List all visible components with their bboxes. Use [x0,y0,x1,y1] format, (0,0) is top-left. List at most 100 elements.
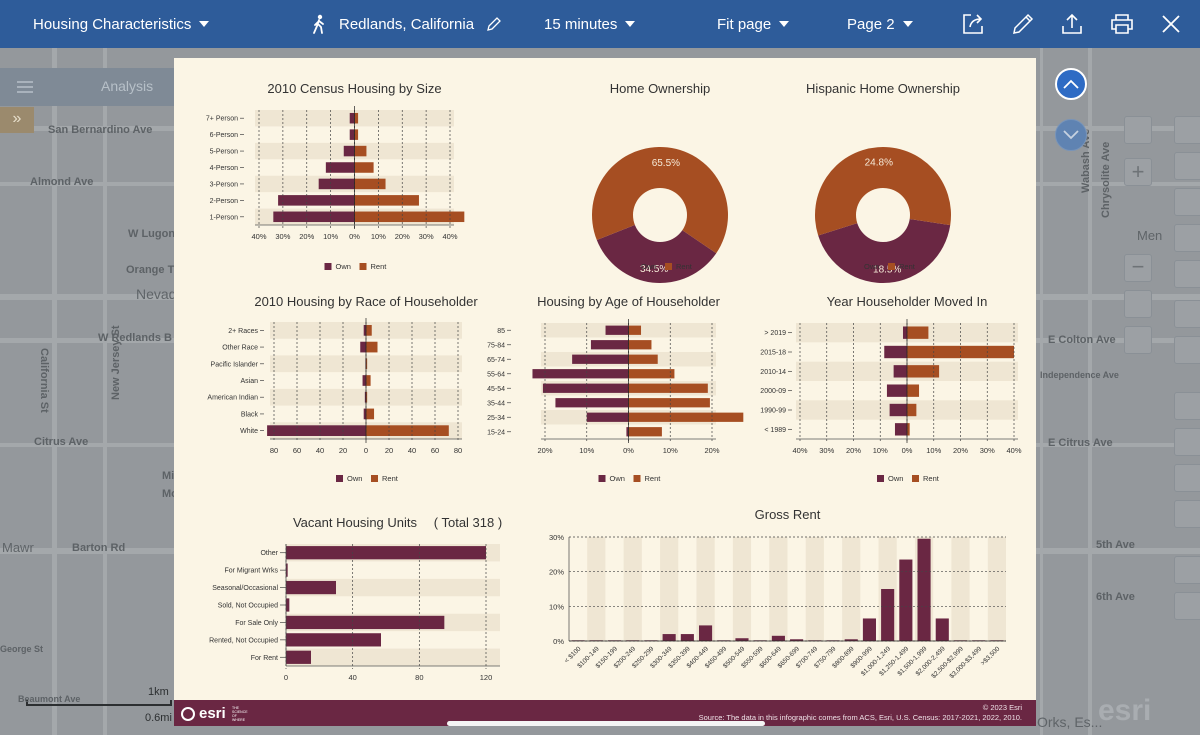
bar-value [286,615,445,630]
tick-label: 40% [442,232,457,241]
print-button[interactable] [1109,0,1135,48]
pencil-icon[interactable] [486,16,502,32]
copyright: © 2023 Esri [982,703,1022,712]
bar-value [286,580,336,595]
bar-value [662,634,676,641]
bar-own [886,384,907,397]
pie-label: 18.5% [873,264,901,275]
upload-icon [1062,13,1082,34]
minus-icon: − [1131,254,1145,279]
street-label: Independence Ave [1040,370,1119,380]
menu-icon[interactable] [17,81,33,93]
bar-rent [907,326,929,339]
legend-label-rent: Rent [382,474,399,483]
bar-own [273,211,355,223]
bar-value [735,638,749,641]
map-tool[interactable] [1174,224,1200,252]
bar-value [286,650,311,664]
street-label: George St [0,644,44,654]
legend-swatch-rent [633,475,641,482]
chart-title-vacant: Vacant Housing Units [293,515,418,530]
legend-swatch-own [598,475,606,482]
category-label: For Sale Only [235,620,278,627]
pencil-icon [1013,13,1034,34]
home-button[interactable] [1124,290,1152,318]
bar-own [325,162,355,173]
map-tool[interactable] [1174,556,1200,584]
share-button[interactable] [1060,0,1084,48]
column-band [987,537,1006,641]
map-tool[interactable] [1174,116,1200,144]
map-tool[interactable] [1174,336,1200,364]
tick-label: 0% [349,232,360,241]
fit-dropdown[interactable]: Fit page [717,0,790,48]
map-tool[interactable] [1174,188,1200,216]
map-tool[interactable] [1174,592,1200,620]
zoom-in-button[interactable]: + [1124,158,1152,186]
legend-swatch-own [630,263,637,270]
fit-label: Fit page [717,15,772,33]
scroll-down-button[interactable] [1055,119,1087,151]
tick-label: 40 [408,446,416,455]
open-external-button[interactable] [961,0,985,48]
qr-button[interactable] [1124,116,1152,144]
bar-rent [628,354,658,364]
category-label: 45-54 [487,386,505,393]
area-label: Mo [162,488,178,500]
page-dropdown[interactable]: Page 2 [847,0,913,48]
scroll-up-button[interactable] [1055,68,1087,100]
bar-rent [628,369,675,379]
column-band [660,537,679,641]
category-label: < 1989 [764,427,786,434]
chart-title-ownership: Home Ownership [610,81,710,96]
legend-swatch-rent [912,475,919,482]
bar-rent [628,427,662,437]
page-label: Page 2 [847,15,895,33]
bar-rent [366,325,372,336]
column-band [951,537,970,641]
time-dropdown[interactable]: 15 minutes [544,0,636,48]
close-button[interactable] [1161,0,1181,48]
category-label: For Rent [251,655,278,662]
bar-value [286,633,381,647]
bar-own [590,340,629,350]
analysis-tab[interactable]: Analysis [101,78,154,94]
map-tool[interactable] [1174,500,1200,528]
category-label: >$3,500 [980,645,1002,667]
street-label: 6th Ave [1096,591,1135,603]
tick-label: 20% [846,446,861,455]
map-tool[interactable] [1174,152,1200,180]
tick-label: 20% [704,446,719,455]
category-label: Sold, Not Occupied [218,603,278,610]
legend-swatch-rent [359,263,367,270]
bar-own [363,408,366,420]
map-tool[interactable] [1174,464,1200,492]
bar-own [542,383,629,393]
bar-value [844,639,858,641]
report-dropdown[interactable]: Housing Characteristics [33,0,210,48]
zoom-out-button[interactable]: − [1124,254,1152,282]
tick-label: 10% [579,446,594,455]
location-label: Redlands, California [339,15,475,33]
map-tool[interactable] [1174,428,1200,456]
bar-value [862,618,876,641]
street-label: Citrus Ave [34,436,89,448]
donut-hole [633,188,687,242]
map-tool[interactable] [1174,392,1200,420]
street-label: Nevada [136,286,185,302]
tick-label: 60 [431,446,439,455]
column-band [587,537,606,641]
locate-button[interactable] [1124,326,1152,354]
map-tool[interactable] [1174,260,1200,288]
source-prefix: Source: [698,713,725,722]
chevron-up-icon [1063,79,1079,89]
category-label: Rented, Not Occupied [209,637,278,644]
pie-label: 34.5% [640,264,668,275]
edit-button[interactable] [1011,0,1035,48]
map-tool[interactable] [1174,300,1200,328]
home-indicator[interactable] [447,721,765,726]
chevron-down-icon [902,21,913,27]
expand-panel-button[interactable]: » [0,107,34,133]
location-control[interactable]: Redlands, California [311,0,502,48]
tagline: THE SCIENCE OF WHERE [232,706,248,722]
